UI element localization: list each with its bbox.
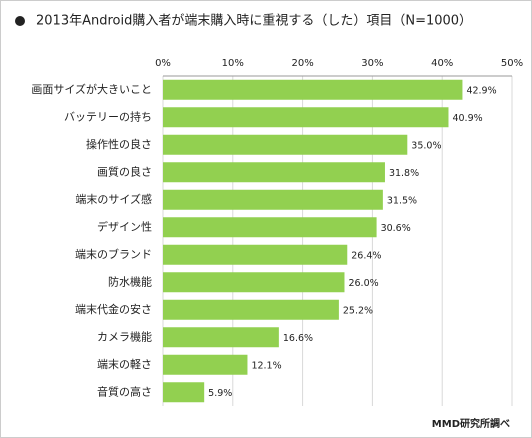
bar xyxy=(163,107,449,128)
bar xyxy=(163,189,383,210)
category-label: 画面サイズが大きいこと xyxy=(31,82,152,96)
category-label: 端末のブランド xyxy=(75,247,152,261)
value-label: 35.0% xyxy=(411,140,441,151)
value-label: 31.8% xyxy=(389,168,419,179)
category-label: 音質の高さ xyxy=(97,384,152,398)
x-tick-label: 30% xyxy=(361,58,383,69)
category-label: カメラ機能 xyxy=(97,329,152,343)
value-label: 30.6% xyxy=(381,223,411,234)
bar xyxy=(163,382,205,403)
category-label: 防水機能 xyxy=(108,274,152,288)
value-label: 26.0% xyxy=(348,278,378,289)
bar xyxy=(163,134,408,155)
category-label: 端末代金の安さ xyxy=(75,302,152,316)
bar xyxy=(163,162,385,183)
value-label: 12.1% xyxy=(251,360,281,371)
x-tick-label: 20% xyxy=(291,58,313,69)
chart-title: 2013年Android購入者が端末購入時に重視する（した）項目（N=1000） xyxy=(36,13,472,29)
value-label: 31.5% xyxy=(387,195,417,206)
bar xyxy=(163,354,248,375)
bar xyxy=(163,217,377,238)
bar xyxy=(163,272,345,293)
category-label: 端末の軽さ xyxy=(97,357,152,371)
bar xyxy=(163,327,279,348)
source-note: MMD研究所調べ xyxy=(432,417,510,430)
bar xyxy=(163,79,463,100)
title-bullet xyxy=(15,16,25,26)
bar xyxy=(163,244,348,265)
category-label: 画質の良さ xyxy=(97,164,152,178)
value-label: 16.6% xyxy=(283,333,313,344)
value-label: 26.4% xyxy=(351,250,381,261)
category-label: 端末のサイズ感 xyxy=(75,192,152,206)
value-label: 5.9% xyxy=(208,388,232,399)
category-label: デザイン性 xyxy=(97,219,152,233)
x-tick-label: 0% xyxy=(155,58,171,69)
category-label: バッテリーの持ち xyxy=(64,109,152,123)
value-label: 40.9% xyxy=(452,113,482,124)
x-tick-label: 50% xyxy=(501,58,523,69)
value-label: 42.9% xyxy=(466,85,496,96)
value-label: 25.2% xyxy=(343,305,373,316)
bar xyxy=(163,299,339,320)
category-label: 操作性の良さ xyxy=(86,137,152,151)
x-tick-label: 10% xyxy=(222,58,244,69)
x-tick-label: 40% xyxy=(431,58,453,69)
